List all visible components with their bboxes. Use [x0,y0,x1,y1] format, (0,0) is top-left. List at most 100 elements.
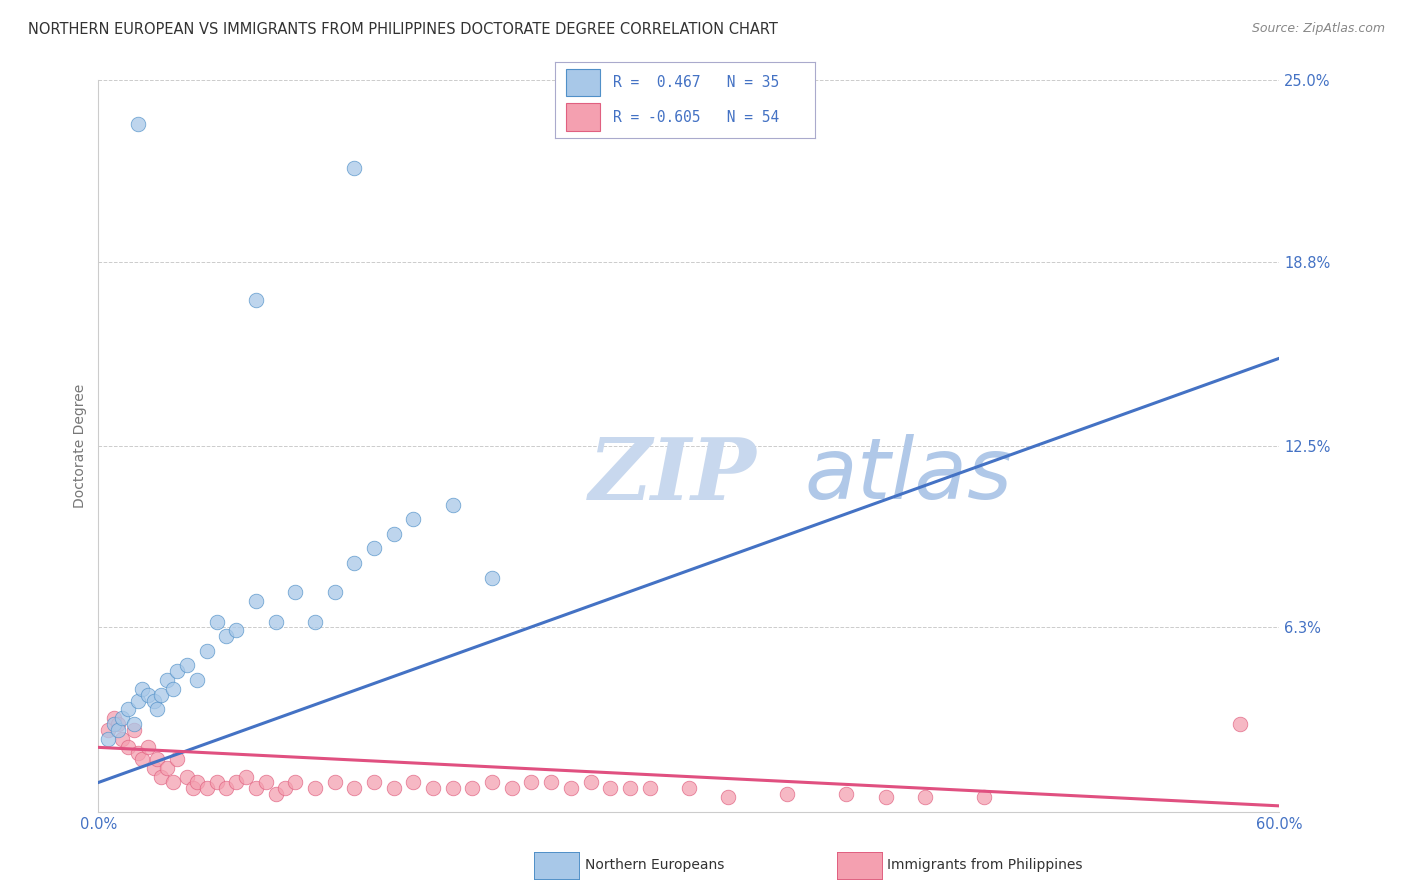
Point [127,746,149,760]
Point [131,681,153,696]
Text: ZIP: ZIP [589,434,756,517]
Point [111,711,134,725]
Point [136,688,159,702]
Point [225,624,247,638]
Point [166,665,188,679]
Point [162,681,184,696]
Point [195,781,218,796]
Text: R = -0.605   N = 54: R = -0.605 N = 54 [613,110,779,125]
Point [181,781,204,796]
Point [343,161,366,175]
Point [441,781,464,796]
FancyBboxPatch shape [565,69,599,95]
Point [638,781,661,796]
Point [461,781,484,796]
Point [619,781,641,796]
Point [146,752,169,766]
Point [501,781,523,796]
Point [166,752,188,766]
Point [97,723,120,737]
Point [422,781,444,796]
Point [127,693,149,707]
Point [323,775,346,789]
Point [382,781,405,796]
Point [599,781,621,796]
Point [215,781,238,796]
Point [156,673,179,687]
Point [560,781,582,796]
Point [146,702,169,716]
Point [264,787,287,801]
Point [875,790,897,805]
Point [304,615,326,629]
Point [304,781,326,796]
Point [122,717,145,731]
Point [186,673,208,687]
Point [205,615,228,629]
Point [97,731,120,746]
Point [284,775,307,789]
Point [973,790,995,805]
Point [323,585,346,599]
Point [117,702,139,716]
Point [176,658,198,673]
Point [776,787,799,801]
Text: Source: ZipAtlas.com: Source: ZipAtlas.com [1251,22,1385,36]
Text: atlas: atlas [804,434,1012,516]
Point [363,775,385,789]
Point [150,688,173,702]
Point [131,752,153,766]
Point [162,775,184,789]
Point [343,556,366,570]
Point [382,526,405,541]
Text: R =  0.467   N = 35: R = 0.467 N = 35 [613,75,779,90]
Point [117,740,139,755]
Point [142,693,165,707]
Point [107,717,129,731]
Point [215,629,238,643]
FancyBboxPatch shape [565,103,599,130]
Point [402,775,425,789]
Point [245,594,267,608]
Point [363,541,385,556]
Point [1229,717,1251,731]
Point [835,787,858,801]
Point [103,717,125,731]
Point [579,775,602,789]
Point [264,615,287,629]
Point [122,723,145,737]
Point [186,775,208,789]
Point [914,790,936,805]
Point [520,775,543,789]
Point [274,781,297,796]
Point [481,571,503,585]
Point [111,731,134,746]
Point [540,775,562,789]
Point [717,790,740,805]
Text: NORTHERN EUROPEAN VS IMMIGRANTS FROM PHILIPPINES DOCTORATE DEGREE CORRELATION CH: NORTHERN EUROPEAN VS IMMIGRANTS FROM PHI… [28,22,778,37]
Point [441,498,464,512]
Point [195,644,218,658]
Point [103,711,125,725]
Point [205,775,228,789]
Text: Northern Europeans: Northern Europeans [585,858,724,872]
Point [136,740,159,755]
Point [254,775,277,789]
Point [245,781,267,796]
Y-axis label: Doctorate Degree: Doctorate Degree [73,384,87,508]
Text: Immigrants from Philippines: Immigrants from Philippines [887,858,1083,872]
Point [245,293,267,307]
Point [176,770,198,784]
Point [235,770,257,784]
Point [225,775,247,789]
Point [150,770,173,784]
Point [284,585,307,599]
Point [343,781,366,796]
Point [678,781,700,796]
Point [107,723,129,737]
Point [156,761,179,775]
Point [142,761,165,775]
Point [127,117,149,131]
Point [402,512,425,526]
Point [481,775,503,789]
